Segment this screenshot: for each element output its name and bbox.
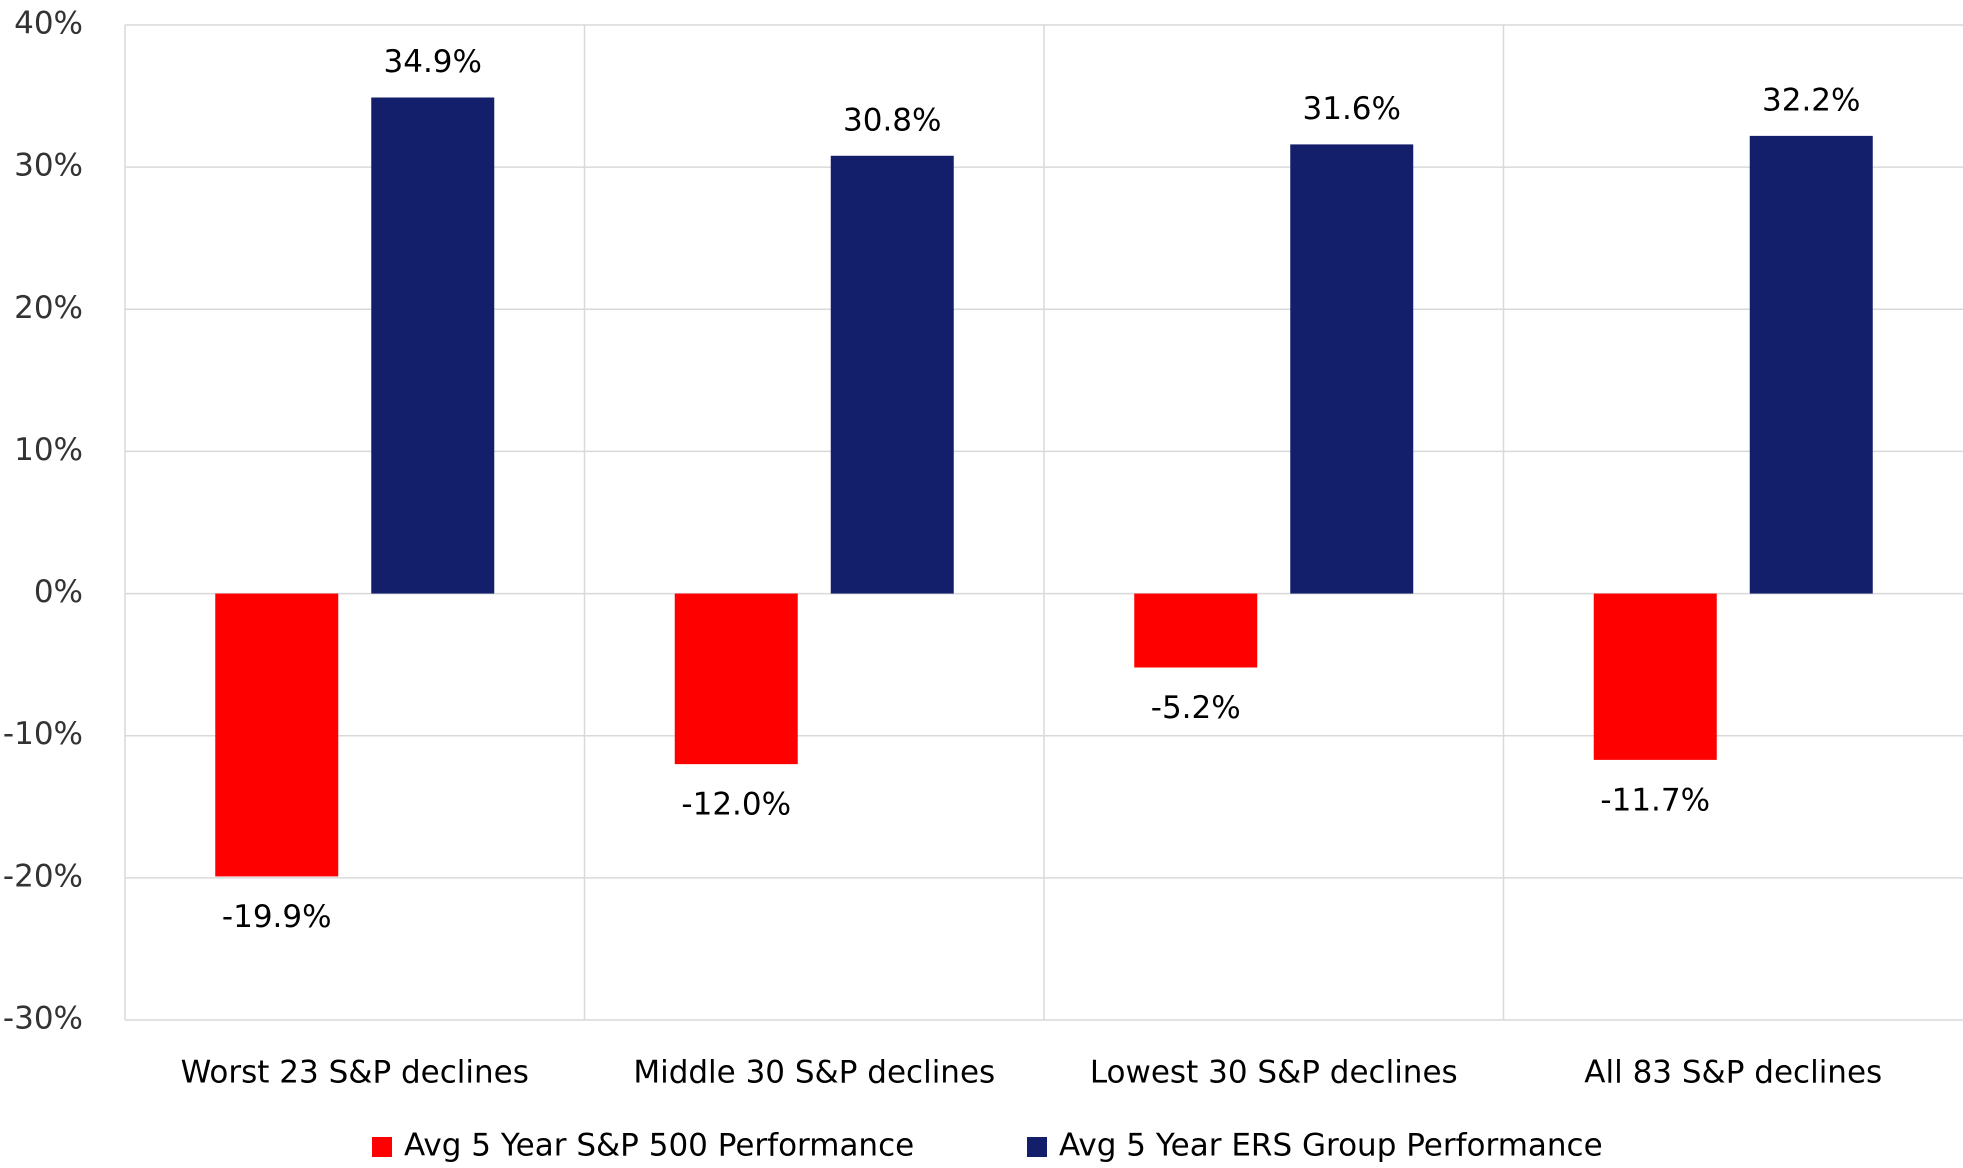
x-tick-label: Lowest 30 S&P declines <box>1090 1055 1458 1091</box>
bar <box>674 593 798 765</box>
y-tick-label: -20% <box>3 858 83 894</box>
data-label: -12.0% <box>681 787 791 823</box>
bar <box>1134 593 1258 668</box>
x-tick-label: All 83 S&P declines <box>1584 1055 1882 1091</box>
y-tick-label: -30% <box>3 1001 83 1037</box>
y-tick-label: 20% <box>14 290 83 326</box>
legend-label: Avg 5 Year ERS Group Performance <box>1059 1128 1603 1164</box>
y-tick-label: 0% <box>34 574 83 610</box>
bar <box>371 97 495 594</box>
y-tick-label: 10% <box>14 432 83 468</box>
legend-swatch <box>372 1137 392 1157</box>
data-label: 34.9% <box>384 44 482 80</box>
data-label: -19.9% <box>222 899 332 935</box>
data-label: -11.7% <box>1600 782 1710 818</box>
bar <box>215 593 339 877</box>
y-tick-label: -10% <box>3 716 83 752</box>
data-label: -5.2% <box>1151 690 1241 726</box>
x-tick-label: Middle 30 S&P declines <box>633 1055 995 1091</box>
data-label: 30.8% <box>843 102 941 138</box>
bar <box>1749 135 1873 594</box>
legend-swatch <box>1027 1137 1047 1157</box>
y-tick-label: 40% <box>14 6 83 42</box>
bar <box>830 155 954 594</box>
data-label: 32.2% <box>1762 82 1860 118</box>
legend-label: Avg 5 Year S&P 500 Performance <box>404 1128 914 1164</box>
data-label: 31.6% <box>1303 91 1401 127</box>
y-tick-label: 30% <box>14 148 83 184</box>
x-tick-label: Worst 23 S&P declines <box>181 1055 529 1091</box>
bar <box>1593 593 1717 760</box>
bar <box>1290 144 1414 594</box>
